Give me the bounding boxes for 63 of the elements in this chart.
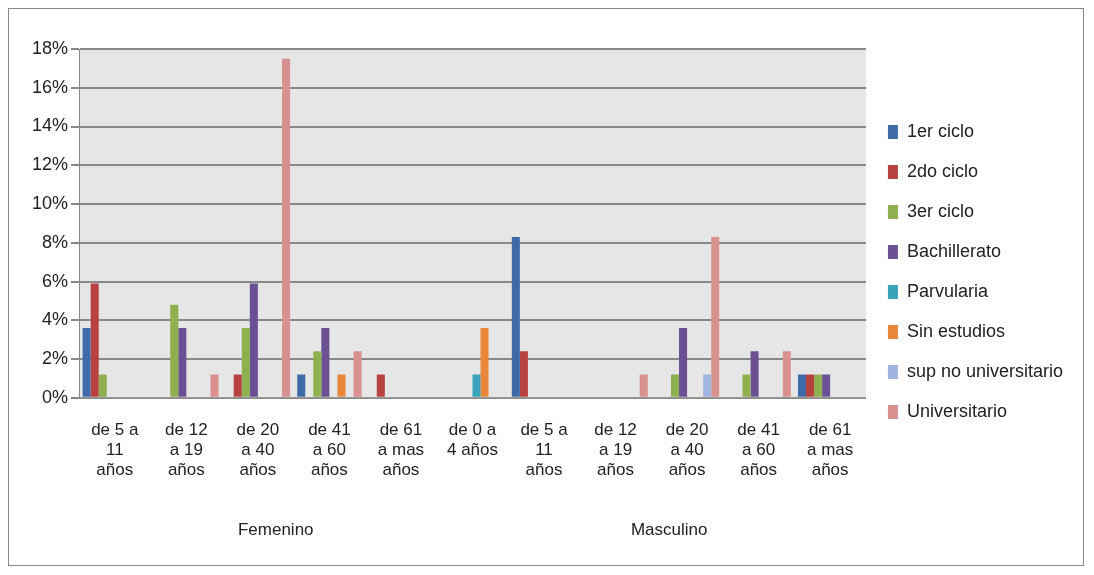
legend-label: 3er ciclo <box>906 200 974 221</box>
text: Femenino <box>237 519 314 539</box>
legend-label: sup no universitario <box>906 360 1064 381</box>
bar <box>822 374 831 397</box>
bar <box>321 328 330 397</box>
bar <box>480 328 489 397</box>
y-tick-label: 8% <box>42 231 69 252</box>
y-tick-label: 2% <box>42 348 69 369</box>
bar <box>178 328 187 397</box>
bar <box>711 236 720 397</box>
legend-label: 1er ciclo <box>906 120 974 141</box>
bar <box>750 351 759 397</box>
x-tick-label: de 61 a mas años <box>377 419 425 480</box>
x-tick-label: de 41 a 60 años <box>737 419 780 480</box>
x-tick-label: de 12 a 19 años <box>594 419 637 480</box>
bar <box>353 351 362 397</box>
bar <box>679 328 688 397</box>
bar <box>249 283 258 397</box>
bar <box>806 374 815 397</box>
legend-label: Bachillerato <box>906 240 1001 261</box>
y-tick-label: 12% <box>32 154 69 175</box>
bar <box>376 374 385 397</box>
y-tick-label: 18% <box>32 37 69 58</box>
bar <box>282 58 291 397</box>
legend-label: 2do ciclo <box>906 160 978 181</box>
bar <box>98 374 107 397</box>
y-tick-label: 0% <box>42 386 69 407</box>
bar <box>90 283 99 397</box>
y-tick-label: 4% <box>42 309 69 330</box>
legend-label: Sin estudios <box>906 320 1005 341</box>
y-tick-label: 14% <box>32 115 69 136</box>
bar <box>170 304 179 397</box>
bar <box>742 374 751 397</box>
bar <box>511 236 520 397</box>
bar <box>519 351 528 397</box>
bar <box>82 328 91 397</box>
bar <box>297 374 306 397</box>
x-tick-label: de 61 a mas años <box>807 419 854 480</box>
x-tick-label: de 12 a 19 años <box>165 419 208 480</box>
bar <box>670 374 680 397</box>
bar <box>703 374 712 397</box>
bar <box>337 374 346 397</box>
bar <box>313 351 322 397</box>
y-tick-label: 16% <box>32 76 69 97</box>
bar <box>233 374 242 397</box>
bar <box>639 374 648 397</box>
x-tick-label: de 5 a 11 años <box>520 419 569 480</box>
x-tick-label: de 20 a 40 años <box>236 419 280 480</box>
x-tick-label: de 0 a 4 años <box>446 419 498 460</box>
bar <box>241 328 250 397</box>
legend-label: Universitario <box>906 400 1007 421</box>
bar <box>814 374 823 397</box>
y-tick-label: 6% <box>42 270 69 291</box>
bar <box>782 351 791 397</box>
text: Masculino <box>630 519 708 539</box>
y-tick-label: 10% <box>32 192 69 213</box>
x-tick-label: de 20 a 40 años <box>665 419 709 480</box>
bar <box>797 374 806 397</box>
bar <box>210 374 219 397</box>
x-tick-label: de 5 a 11 años <box>91 419 139 480</box>
legend-label: Parvularia <box>906 280 989 301</box>
x-tick-label: de 41 a 60 años <box>308 419 351 480</box>
bar <box>472 374 481 397</box>
